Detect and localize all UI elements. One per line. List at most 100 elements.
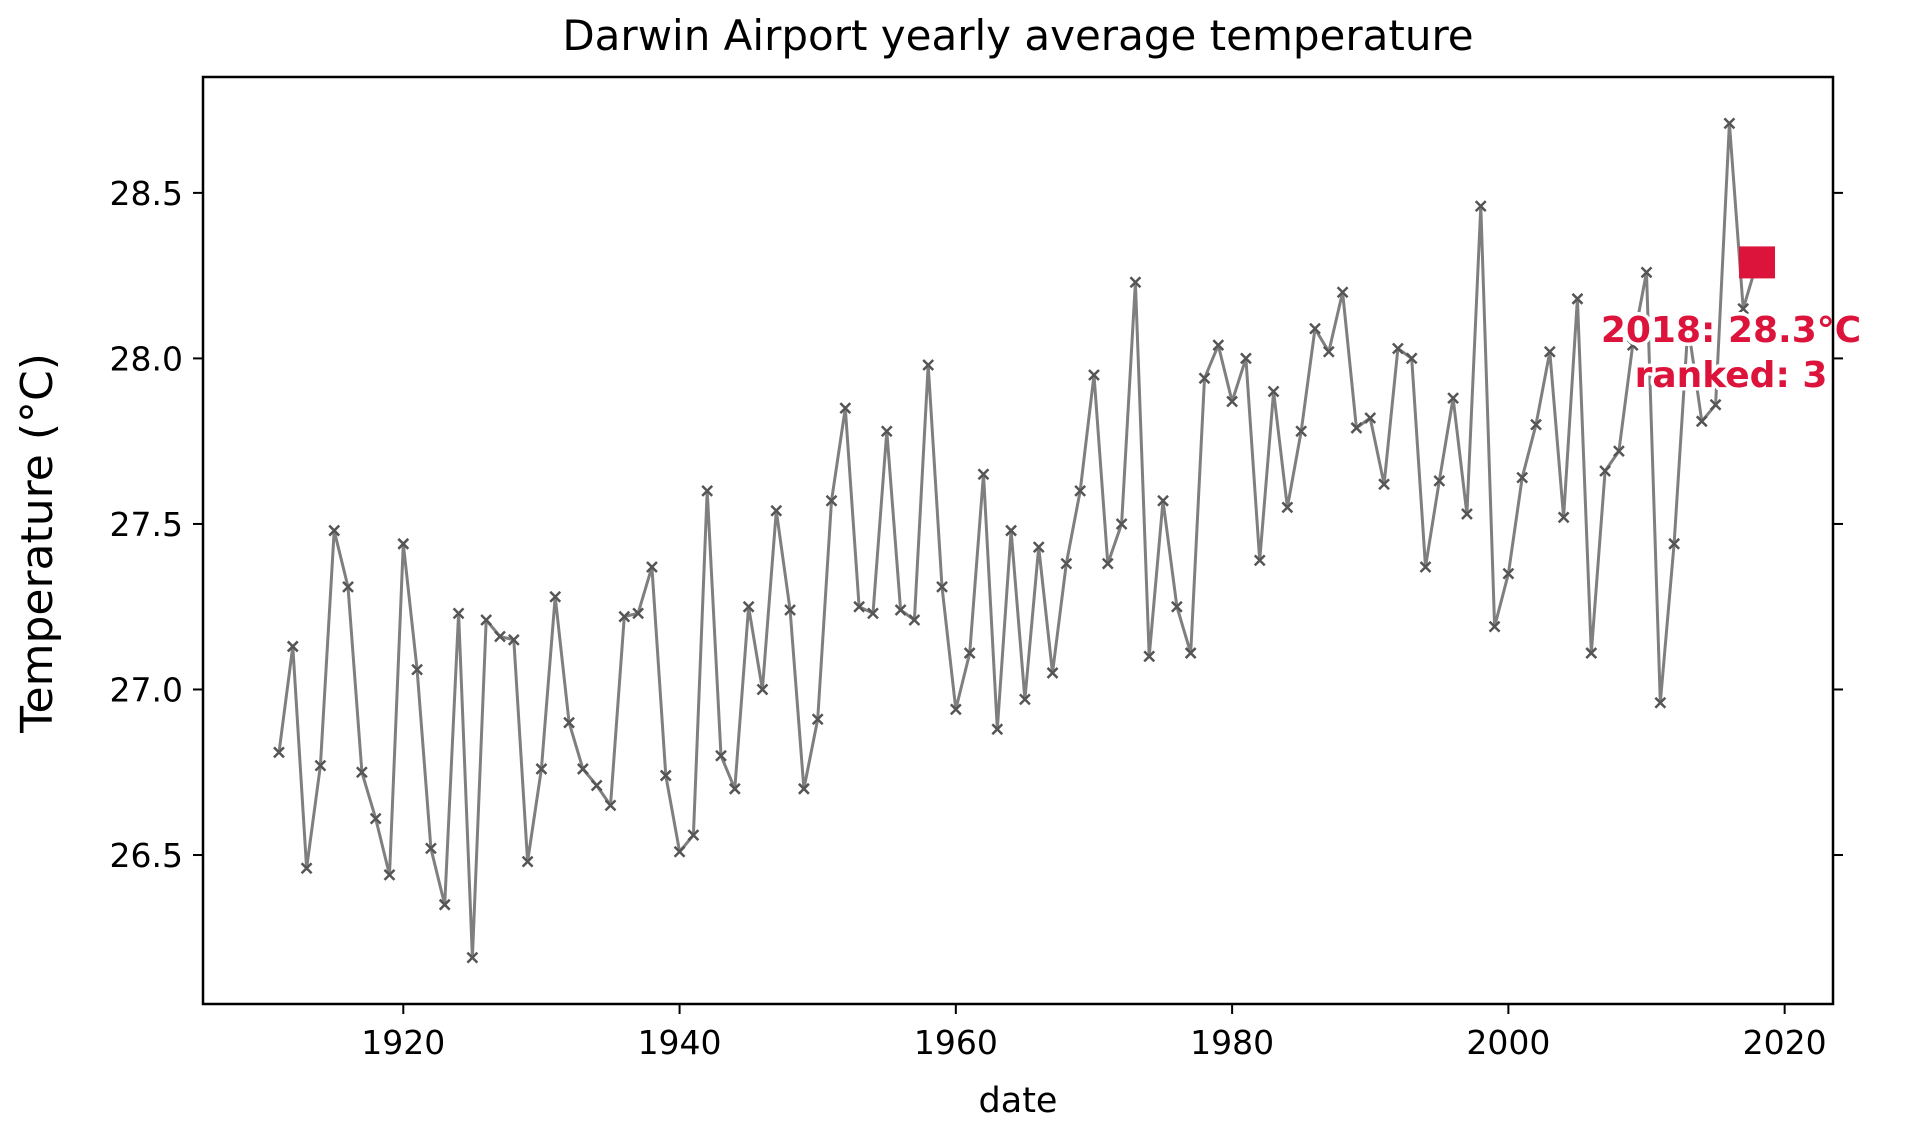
- data-point-marker: [1143, 650, 1156, 663]
- data-point-marker: [1654, 696, 1667, 709]
- data-point-marker: [632, 607, 645, 620]
- data-point-marker: [1378, 478, 1390, 491]
- data-point-marker: [894, 604, 907, 616]
- data-point-marker: [742, 600, 755, 613]
- data-point-marker: [535, 763, 548, 775]
- data-point-marker: [1281, 501, 1294, 514]
- x-tick-label: 2000: [1466, 1023, 1550, 1062]
- data-point-marker: [273, 746, 285, 759]
- data-point-marker: [949, 703, 962, 716]
- data-point-marker: [1046, 667, 1059, 679]
- highlight-label-line2: ranked: 3: [1635, 355, 1828, 396]
- data-point-marker: [1115, 518, 1128, 530]
- y-axis-label: Temperature (°C): [12, 353, 63, 734]
- x-axis-label: date: [979, 1081, 1058, 1121]
- data-point-marker: [1005, 524, 1017, 537]
- data-point-marker: [646, 561, 658, 573]
- data-point-marker: [1571, 292, 1584, 305]
- data-point-marker: [1129, 276, 1142, 289]
- data-point-marker: [480, 614, 493, 626]
- data-point-marker: [452, 607, 465, 620]
- data-point-marker: [1737, 302, 1750, 315]
- data-point-marker: [590, 779, 603, 792]
- x-tick-label: 2020: [1743, 1023, 1827, 1062]
- data-point-marker: [936, 580, 948, 593]
- data-point-marker: [880, 425, 893, 438]
- data-point-marker: [1032, 541, 1045, 554]
- data-point-marker: [756, 683, 769, 696]
- data-point-marker: [673, 845, 686, 858]
- x-tick-label: 1960: [914, 1023, 998, 1062]
- data-point-marker: [977, 468, 990, 481]
- markers-layer: [273, 117, 1763, 964]
- data-point-marker: [715, 749, 727, 762]
- data-point-marker: [618, 610, 631, 623]
- data-point-marker: [342, 580, 354, 593]
- data-point-marker: [494, 630, 506, 643]
- y-tick-label: 27.0: [110, 670, 183, 709]
- data-point-marker: [1461, 508, 1473, 520]
- highlight-label-line1: 2018: 28.3°C: [1601, 310, 1861, 351]
- data-point-marker: [1198, 372, 1211, 385]
- data-point-marker: [563, 716, 575, 729]
- data-point-marker: [1019, 693, 1031, 706]
- data-point-marker: [1695, 415, 1708, 428]
- data-point-marker: [1157, 494, 1169, 507]
- data-point-marker: [438, 898, 451, 911]
- data-point-marker: [825, 494, 838, 507]
- data-point-marker: [811, 713, 824, 726]
- data-point-marker: [1322, 345, 1335, 358]
- data-point-marker: [1668, 537, 1681, 550]
- data-point-marker: [701, 484, 714, 497]
- data-point-marker: [1295, 425, 1308, 438]
- data-point-marker: [286, 640, 299, 653]
- data-point-marker: [1350, 422, 1363, 434]
- data-point-marker: [991, 723, 1004, 736]
- data-point-marker: [1488, 620, 1501, 633]
- data-point-marker: [853, 600, 866, 613]
- x-tick-label: 1940: [638, 1023, 722, 1062]
- data-point-marker: [1543, 345, 1556, 358]
- data-point-marker: [1336, 286, 1349, 299]
- data-point-marker: [1447, 392, 1460, 405]
- data-point-marker: [798, 782, 810, 795]
- data-point-marker: [1640, 266, 1653, 279]
- data-point-marker: [659, 769, 672, 782]
- y-tick-label: 28.0: [110, 339, 183, 378]
- data-point-marker: [1170, 600, 1183, 613]
- data-point-marker: [687, 829, 700, 842]
- y-tick-label: 27.5: [110, 505, 183, 544]
- data-point-marker: [1419, 561, 1432, 573]
- data-point-marker: [1088, 369, 1100, 381]
- chart-title: Darwin Airport yearly average temperatur…: [562, 11, 1473, 60]
- data-point-marker: [1613, 445, 1625, 457]
- data-point-marker: [521, 855, 534, 868]
- series-line: [277, 121, 1759, 960]
- y-axis-label-group: Temperature (°C): [12, 353, 63, 734]
- data-point-marker: [839, 402, 852, 414]
- data-point-marker: [1516, 471, 1529, 484]
- data-point-marker: [1599, 465, 1611, 477]
- data-point-marker: [328, 524, 341, 537]
- data-point-marker: [1585, 647, 1598, 659]
- data-point-marker: [1364, 412, 1377, 424]
- data-point-marker: [1060, 557, 1073, 570]
- data-point-marker: [1723, 117, 1736, 130]
- plot-layer: [277, 121, 1759, 960]
- data-point-marker: [770, 504, 783, 517]
- data-point-marker: [1212, 339, 1225, 352]
- data-point-marker: [549, 590, 562, 603]
- data-point-marker: [1530, 418, 1542, 431]
- data-point-marker: [1682, 319, 1694, 332]
- data-point-marker: [1626, 339, 1639, 352]
- x-tick-label: 1920: [361, 1023, 445, 1062]
- data-point-marker: [411, 663, 423, 676]
- data-point-marker: [1709, 398, 1722, 411]
- data-point-marker: [1405, 352, 1418, 365]
- data-point-marker: [1433, 475, 1446, 487]
- data-point-marker: [1267, 385, 1280, 398]
- y-tick-label: 28.5: [110, 174, 183, 213]
